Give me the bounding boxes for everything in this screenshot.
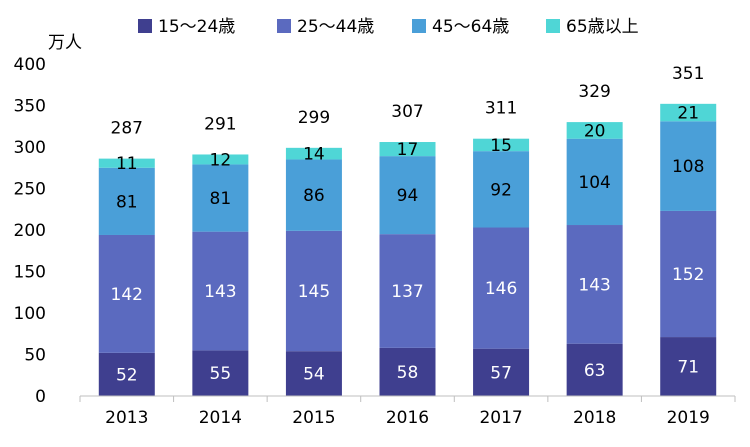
bar-segment-label: 55 xyxy=(210,364,232,384)
bar-segment-label: 17 xyxy=(397,140,419,160)
bar-segment xyxy=(566,138,623,226)
bar-segment xyxy=(98,234,155,353)
bar-segment-label: 15 xyxy=(490,136,512,156)
bar-total-label: 351 xyxy=(672,64,704,84)
y-tick-label: 300 xyxy=(14,138,46,158)
bar-segment-label: 146 xyxy=(485,279,517,299)
bar-segment xyxy=(285,351,342,396)
bar-total-label: 299 xyxy=(298,108,330,128)
x-tick-label: 2013 xyxy=(105,408,148,428)
x-axis: 2013 2014 2015 2016 2017 2018 2019 xyxy=(79,395,736,428)
y-tick-label: 50 xyxy=(24,346,46,366)
bar-segment-label: 14 xyxy=(303,145,325,165)
bar-segment xyxy=(473,138,530,152)
legend-swatch-1 xyxy=(138,19,152,33)
bar-segment xyxy=(98,352,155,396)
bar-segment-label: 81 xyxy=(210,189,232,209)
bar-segment xyxy=(660,210,717,338)
bar-segment-label: 152 xyxy=(672,265,704,285)
bar-segment xyxy=(473,227,530,349)
x-tick-label: 2019 xyxy=(667,408,710,428)
x-tick-label: 2017 xyxy=(479,408,522,428)
y-axis: 0 50 100 150 200 250 300 350 400 xyxy=(14,55,46,407)
bars: 52 142 81 11 287 55 143 81 12 291 54 145 86 14 299 58 13… xyxy=(98,64,717,396)
y-tick-label: 350 xyxy=(14,97,46,117)
bar-segment xyxy=(192,231,249,351)
bar-segment xyxy=(98,158,155,168)
y-tick-label: 200 xyxy=(14,221,46,241)
bar-total-label: 329 xyxy=(578,82,610,102)
bar-total-label: 311 xyxy=(485,99,517,119)
bar-segment xyxy=(566,343,623,396)
legend-label-2: 25～44歳 xyxy=(297,17,374,37)
y-tick-label: 250 xyxy=(14,180,46,200)
bar-segment-label: 11 xyxy=(116,154,138,174)
bar-segment xyxy=(285,159,342,231)
bar-segment xyxy=(660,121,717,211)
bar-segment-label: 54 xyxy=(303,365,325,385)
y-tick-label: 150 xyxy=(14,263,46,283)
legend-swatch-3 xyxy=(412,19,426,33)
bar-segment xyxy=(473,151,530,228)
bar-segment xyxy=(285,147,342,160)
bar-segment-label: 143 xyxy=(204,282,236,302)
bar-segment xyxy=(566,122,623,139)
bar-segment-label: 137 xyxy=(391,282,423,302)
bar-segment xyxy=(566,225,623,344)
bar-segment-label: 92 xyxy=(490,180,512,200)
legend: 15～24歳 25～44歳 45～64歳 65歳以上 xyxy=(138,17,639,37)
x-tick-label: 2016 xyxy=(386,408,429,428)
bar-segment-label: 12 xyxy=(210,150,232,170)
x-tick-label: 2018 xyxy=(573,408,616,428)
x-tick-label: 2014 xyxy=(199,408,242,428)
bar-segment-label: 86 xyxy=(303,186,325,206)
bar-segment-label: 58 xyxy=(397,363,419,383)
bar-segment-label: 143 xyxy=(578,275,610,295)
bar-segment-label: 145 xyxy=(298,282,330,302)
bar-segment xyxy=(379,156,436,235)
legend-swatch-4 xyxy=(546,19,560,33)
bar-segment xyxy=(660,337,717,396)
bar-segment-label: 104 xyxy=(578,173,610,193)
bar-segment xyxy=(473,348,530,396)
legend-label-4: 65歳以上 xyxy=(566,17,639,37)
y-tick-label: 100 xyxy=(14,304,46,324)
bar-segment-label: 63 xyxy=(584,361,606,381)
bar-segment-label: 52 xyxy=(116,365,138,385)
bar-segment-label: 71 xyxy=(677,358,699,378)
bar-total-label: 291 xyxy=(204,114,236,134)
legend-swatch-2 xyxy=(277,19,291,33)
bar-segment xyxy=(192,350,249,396)
y-axis-unit-label: 万人 xyxy=(48,33,82,53)
legend-label-3: 45～64歳 xyxy=(432,17,509,37)
bar-segment xyxy=(98,167,155,235)
bar-segment xyxy=(285,230,342,352)
y-tick-label: 0 xyxy=(35,387,46,407)
bar-total-label: 287 xyxy=(111,119,143,139)
bar-segment-label: 21 xyxy=(677,104,699,124)
bar-segment xyxy=(379,234,436,348)
bar-segment-label: 81 xyxy=(116,192,138,212)
bar-segment-label: 57 xyxy=(490,363,512,383)
bar-segment xyxy=(660,103,717,122)
bar-segment-label: 108 xyxy=(672,157,704,177)
x-tick-label: 2015 xyxy=(292,408,335,428)
legend-label-1: 15～24歳 xyxy=(158,17,235,37)
bar-segment xyxy=(379,142,436,157)
bar-segment xyxy=(192,164,249,232)
bar-segment-label: 20 xyxy=(584,121,606,141)
bar-segment xyxy=(192,154,249,165)
bar-segment-label: 94 xyxy=(397,186,419,206)
bar-total-label: 307 xyxy=(391,102,423,122)
bar-segment-label: 142 xyxy=(111,285,143,305)
y-tick-label: 400 xyxy=(14,55,46,75)
bar-segment xyxy=(379,347,436,396)
